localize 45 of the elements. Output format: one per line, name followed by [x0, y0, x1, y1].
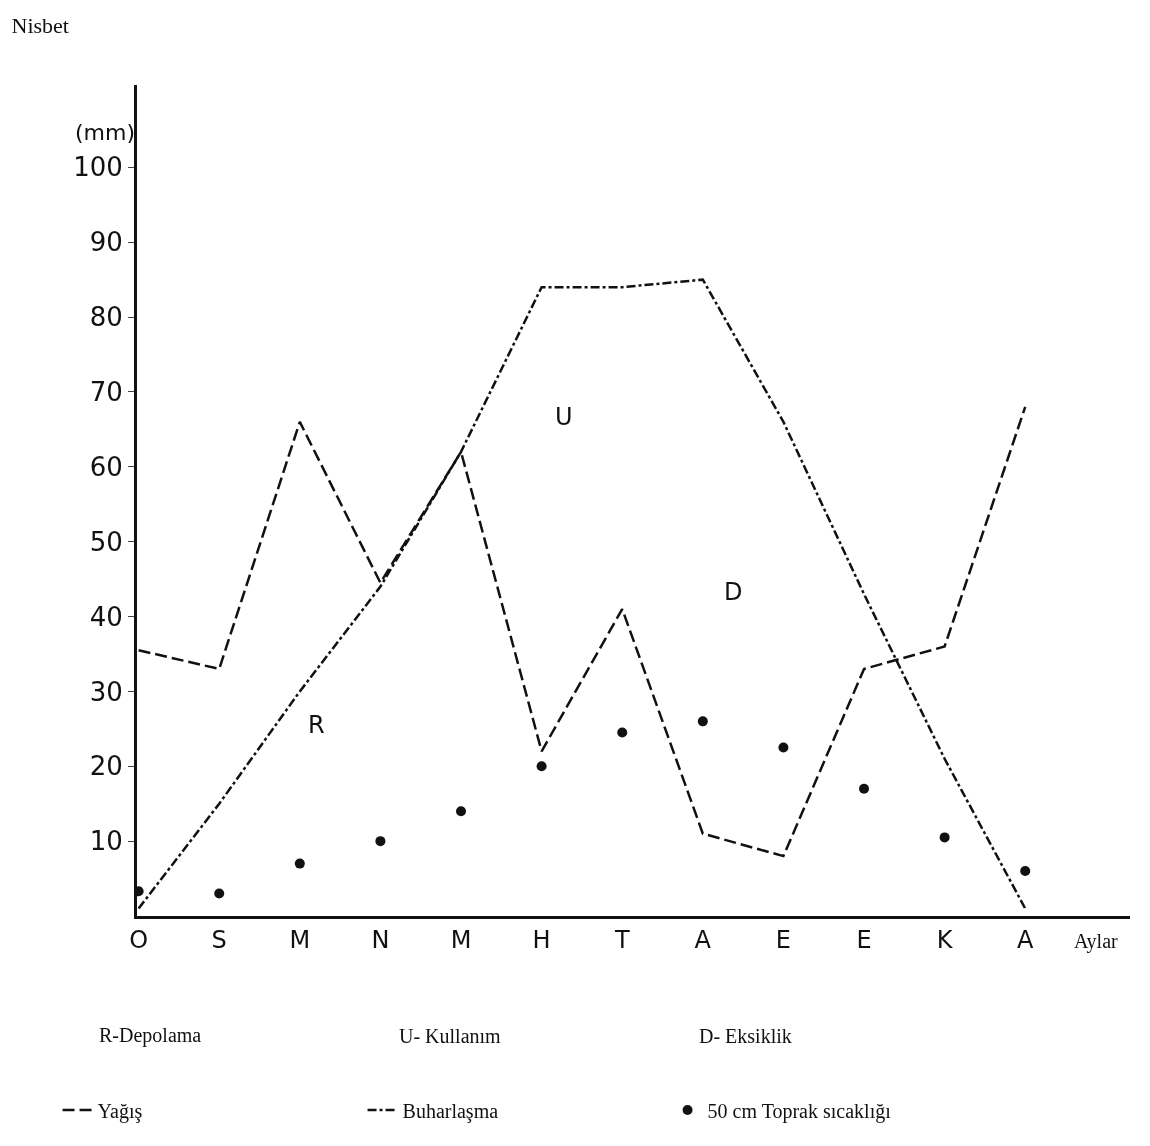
y-tick-label: 90	[89, 227, 123, 258]
point	[697, 716, 708, 727]
x-tick-label: M	[450, 925, 472, 954]
y-tick-label: 40	[89, 601, 123, 632]
annotation: D	[724, 578, 743, 606]
x-tick-label: O	[129, 925, 149, 954]
y-tick-label: 60	[89, 451, 123, 482]
x-tick-label: E	[775, 925, 792, 954]
point	[1020, 866, 1031, 877]
legend-label: 50 cm Toprak sıcaklığı	[707, 1099, 892, 1123]
point	[859, 783, 870, 794]
x-tick-label: A	[694, 925, 712, 954]
y-tick-label: 10	[89, 826, 123, 857]
legend-label: Yağış	[97, 1099, 143, 1123]
y-tick-label: 100	[73, 152, 123, 183]
point	[939, 832, 950, 843]
x-tick-label: S	[211, 925, 227, 954]
y-axis-title: (mm)	[75, 120, 136, 145]
x-tick-label: M	[289, 925, 311, 954]
annotation: U	[555, 403, 573, 431]
x-tick-label: A	[1017, 925, 1035, 954]
y-tick-label: 50	[89, 526, 123, 557]
y-tick-label: 20	[89, 751, 123, 782]
point	[617, 727, 628, 738]
point	[778, 742, 789, 753]
y-tick-label: 80	[89, 302, 123, 333]
x-axis-title: Aylar	[1074, 930, 1119, 953]
point	[294, 858, 305, 869]
point	[375, 836, 386, 847]
point	[214, 888, 225, 899]
legend-label: Buharlaşma	[402, 1099, 499, 1123]
y-tick-label: 70	[89, 377, 123, 408]
x-tick-label: K	[936, 925, 954, 954]
annotation: R	[308, 711, 325, 739]
text: U- Kullanım	[399, 1025, 502, 1047]
chart-title: Nisbet	[11, 12, 69, 38]
x-tick-label: N	[371, 925, 390, 954]
text: R-Depolama	[99, 1024, 202, 1047]
x-tick-label: T	[613, 925, 630, 954]
text: D- Eksiklik	[699, 1025, 792, 1047]
point	[536, 761, 547, 772]
y-tick-label: 30	[89, 676, 123, 707]
x-tick-label: E	[856, 925, 872, 954]
point	[456, 806, 467, 817]
x-tick-label: H	[532, 925, 551, 954]
